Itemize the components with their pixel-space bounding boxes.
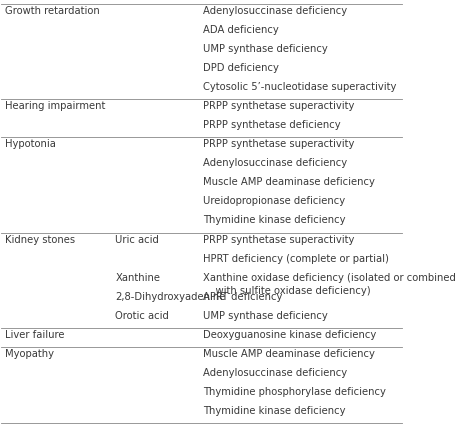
- Text: Xanthine oxidase deficiency (isolated or combined
    with sulfite oxidase defic: Xanthine oxidase deficiency (isolated or…: [203, 273, 456, 296]
- Text: Growth retardation: Growth retardation: [5, 6, 100, 16]
- Text: Muscle AMP deaminase deficiency: Muscle AMP deaminase deficiency: [203, 349, 375, 359]
- Text: PRPP synthetase superactivity: PRPP synthetase superactivity: [203, 101, 355, 111]
- Text: Adenylosuccinase deficiency: Adenylosuccinase deficiency: [203, 6, 347, 16]
- Text: Thymidine kinase deficiency: Thymidine kinase deficiency: [203, 216, 346, 225]
- Text: Muscle AMP deaminase deficiency: Muscle AMP deaminase deficiency: [203, 177, 375, 187]
- Text: Orotic acid: Orotic acid: [116, 311, 169, 321]
- Text: Liver failure: Liver failure: [5, 330, 65, 340]
- Text: UMP synthase deficiency: UMP synthase deficiency: [203, 44, 328, 54]
- Text: Adenylosuccinase deficiency: Adenylosuccinase deficiency: [203, 368, 347, 378]
- Text: Hypotonia: Hypotonia: [5, 139, 56, 149]
- Text: Thymidine phosphorylase deficiency: Thymidine phosphorylase deficiency: [203, 387, 386, 397]
- Text: Kidney stones: Kidney stones: [5, 235, 75, 244]
- Text: ADA deficiency: ADA deficiency: [203, 25, 279, 35]
- Text: Deoxyguanosine kinase deficiency: Deoxyguanosine kinase deficiency: [203, 330, 377, 340]
- Text: Xanthine: Xanthine: [116, 273, 160, 283]
- Text: PRPP synthetase superactivity: PRPP synthetase superactivity: [203, 139, 355, 149]
- Text: PRPP synthetase deficiency: PRPP synthetase deficiency: [203, 120, 341, 130]
- Text: 2,8-Dihydroxyadenine: 2,8-Dihydroxyadenine: [116, 292, 226, 302]
- Text: Adenylosuccinase deficiency: Adenylosuccinase deficiency: [203, 158, 347, 168]
- Text: HPRT deficiency (complete or partial): HPRT deficiency (complete or partial): [203, 254, 389, 264]
- Text: Uric acid: Uric acid: [116, 235, 159, 244]
- Text: PRPP synthetase superactivity: PRPP synthetase superactivity: [203, 235, 355, 244]
- Text: UMP synthase deficiency: UMP synthase deficiency: [203, 311, 328, 321]
- Text: Thymidine kinase deficiency: Thymidine kinase deficiency: [203, 406, 346, 416]
- Text: APRT deficiency: APRT deficiency: [203, 292, 283, 302]
- Text: Cytosolic 5’-nucleotidase superactivity: Cytosolic 5’-nucleotidase superactivity: [203, 82, 397, 92]
- Text: DPD deficiency: DPD deficiency: [203, 63, 279, 73]
- Text: Hearing impairment: Hearing impairment: [5, 101, 106, 111]
- Text: Ureidopropionase deficiency: Ureidopropionase deficiency: [203, 196, 346, 206]
- Text: Myopathy: Myopathy: [5, 349, 55, 359]
